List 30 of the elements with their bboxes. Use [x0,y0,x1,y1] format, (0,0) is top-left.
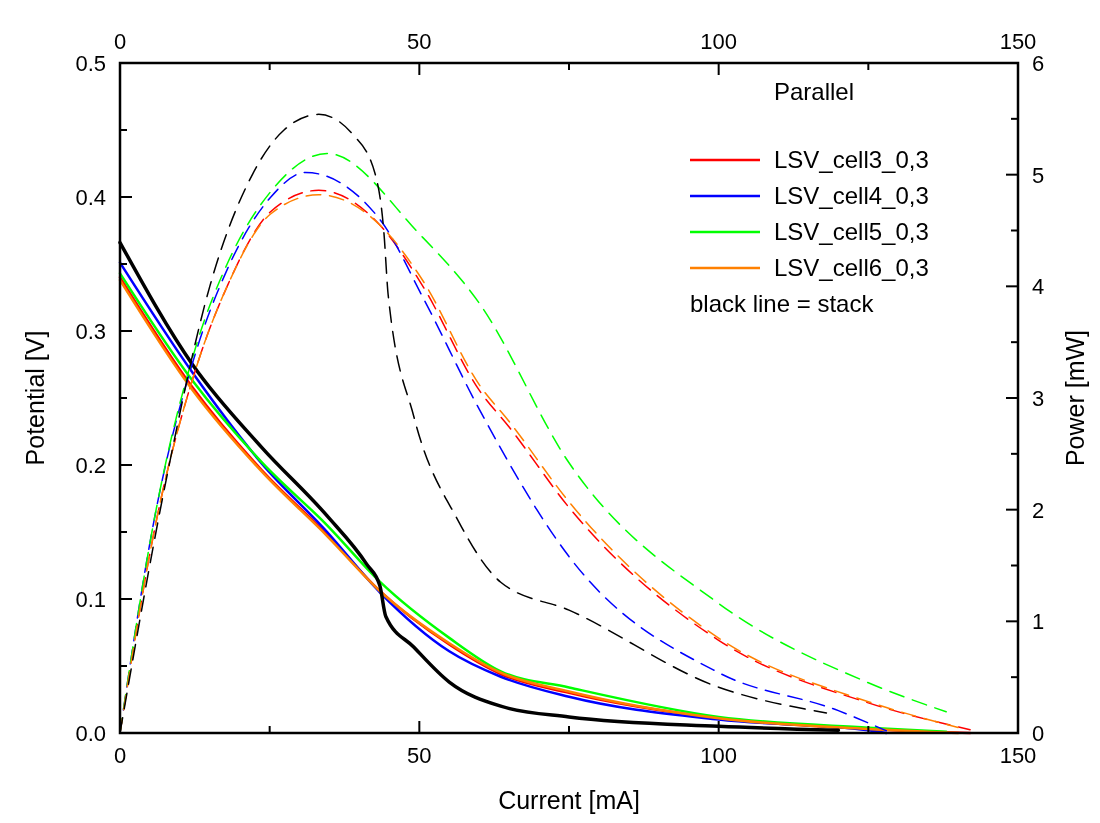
y2-axis-title: Power [mW] [1061,329,1089,467]
y2-tick-label: 3 [1032,386,1045,411]
y-tick-label: 0.3 [75,319,106,344]
x2-tick-label: 100 [700,743,738,768]
legend-label: LSV_cell3_0,3 [774,146,929,173]
x-tick-label: 100 [700,29,738,54]
annotation: black line = stack [690,290,875,317]
x-tick-label: 50 [407,29,432,54]
y2-tick-label: 2 [1032,497,1045,523]
legend-label: LSV_cell5_0,3 [774,218,929,245]
y-tick-label: 0.1 [75,587,106,612]
x2-tick-label: 0 [113,743,127,768]
y-tick-label: 0.5 [75,51,106,76]
x2-tick-label: 50 [407,743,432,768]
y2-tick-label: 1 [1032,609,1045,635]
y-tick-label: 0.0 [75,721,106,746]
y-axis-title: Potential [V] [21,330,49,466]
y2-tick-label: 5 [1032,162,1045,188]
legend-label: LSV_cell4_0,3 [774,182,929,209]
x-axis-title: Current [mA] [498,786,640,814]
y2-tick-label: 0 [1032,721,1045,746]
y2-tick-label: 4 [1032,274,1045,300]
x2-tick-label: 150 [999,743,1037,768]
y-tick-label: 0.4 [75,185,106,210]
legend-title: Parallel [774,78,855,105]
y2-tick-label: 6 [1032,51,1045,76]
x-tick-label: 150 [999,29,1037,54]
legend-label: LSV_cell6_0,3 [774,254,929,281]
x-tick-label: 0 [113,29,127,54]
y-tick-label: 0.2 [75,453,106,478]
